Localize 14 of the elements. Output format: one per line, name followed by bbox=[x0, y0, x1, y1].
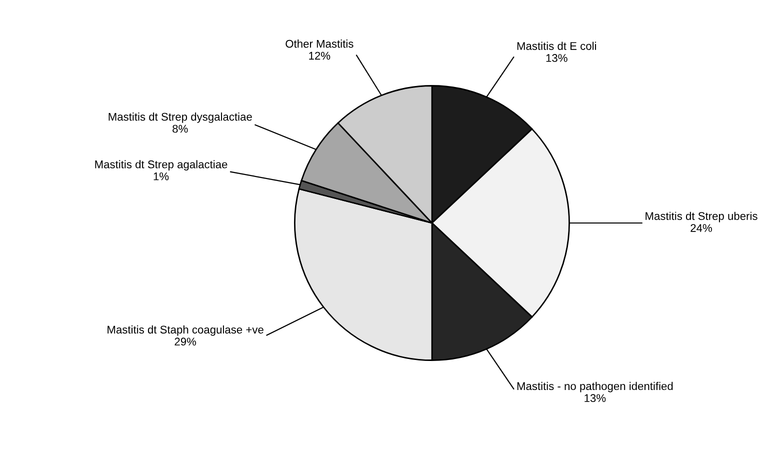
data-label: 12% bbox=[309, 52, 330, 60]
slice-label: Mastitis - no pathogen identified bbox=[517, 382, 673, 392]
data-label: 29% bbox=[174, 338, 196, 346]
slice-label: Mastitis dt Strep agalactiae bbox=[95, 160, 228, 170]
slice-label: Mastitis dt E coli bbox=[517, 42, 596, 50]
slice-label: Mastitis dt Staph coagulase +ve bbox=[108, 325, 264, 336]
data-label: 13% bbox=[546, 54, 568, 62]
data-label: 13% bbox=[584, 394, 606, 402]
data-label: 8% bbox=[172, 124, 188, 133]
slice-label: Mastitis dt Strep dysgalactiae bbox=[108, 112, 252, 123]
data-label: 1% bbox=[154, 172, 169, 180]
slice-label: Mastitis dt Strep uberis bbox=[646, 212, 758, 222]
data-label: 24% bbox=[690, 224, 712, 232]
slice-label: Other Mastitis bbox=[286, 40, 354, 48]
